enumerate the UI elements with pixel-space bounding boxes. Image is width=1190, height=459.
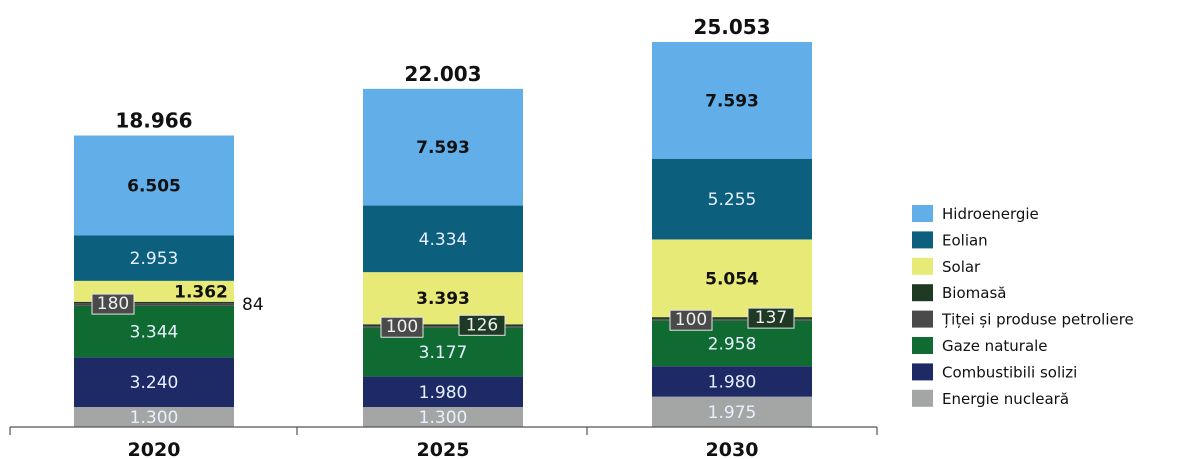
legend-label-biomasă: Biomasă: [942, 284, 1006, 302]
bar-label-2025-titei: 100: [386, 317, 418, 337]
bar-2020-biomasă: [74, 301, 234, 304]
bar-2030-țiței-și-produse-petroliere: [652, 319, 812, 321]
bar-2025-energie-nucleară: [363, 407, 523, 427]
legend-swatch-solar: [912, 257, 933, 275]
bar-label-2030-biomasa: 137: [755, 308, 787, 328]
bar-label-2020-titei: 180: [97, 294, 129, 314]
bar-label-2025-combustibili-solizi: 1.980: [419, 383, 468, 403]
legend-label-solar: Solar: [942, 258, 981, 276]
legend: Hidroenergie Eolian Solar Biomasă Țiței și p…: [912, 205, 1134, 408]
total-label-2030: 25.053: [693, 15, 770, 39]
legend-label-combustibili-solizi: Combustibili solizi: [942, 363, 1077, 381]
bar-label-2025-eolian: 4.334: [419, 230, 468, 250]
bar-label-2025-biomasa: 126: [466, 315, 498, 335]
bar-label-2025-gaze-naturale: 3.177: [419, 343, 468, 363]
bar-label-2025-energie-nucleară: 1.300: [419, 408, 468, 428]
legend-swatch-eolian: [912, 231, 933, 249]
bar-2020-hidroenergie: [74, 135, 234, 236]
bar-label-2030-titei: 100: [675, 310, 707, 330]
bar-label-2020-biomasa: 84: [242, 295, 264, 315]
bar-2025-biomasă: [363, 324, 523, 327]
x-tick-label-2025: 2025: [417, 439, 470, 459]
legend-label-gaze-naturale: Gaze naturale: [942, 337, 1048, 355]
bar-2025-eolian: [363, 205, 523, 273]
bar-label-2030-solar: 5.054: [705, 269, 759, 289]
bar-2020-eolian: [74, 235, 234, 281]
bar-label-2025-solar: 3.393: [416, 289, 470, 309]
bar-label-2020-gaze-naturale: 3.344: [130, 323, 179, 343]
x-tick-label-2020: 2020: [128, 439, 181, 459]
legend-label-hidroenergie: Hidroenergie: [942, 205, 1039, 223]
bar-label-box-2030-titei: [669, 309, 713, 331]
legend-swatch-hidroenergie: [912, 205, 933, 222]
bar-2030-solar: [652, 239, 812, 318]
total-label-2020: 18.966: [115, 109, 192, 133]
legend-swatch-energie-nucleară: [912, 389, 933, 407]
bar-2030-hidroenergie: [652, 42, 812, 159]
legend-swatch-țiței-și-produse-petroliere: [912, 310, 933, 328]
bar-label-box-2020-titei: [91, 293, 135, 315]
bar-2025-țiței-și-produse-petroliere: [363, 326, 523, 328]
bar-2030-eolian: [652, 158, 812, 240]
bar-label-box-2025-titei: [380, 316, 424, 338]
bar-label-2020-eolian: 2.953: [130, 249, 179, 269]
bar-2020-energie-nucleară: [74, 407, 234, 427]
legend-label-eolian: Eolian: [942, 231, 988, 249]
legend-swatch-gaze-naturale: [912, 337, 933, 354]
bar-label-2030-gaze-naturale: 2.958: [708, 334, 757, 354]
bar-2030-energie-nucleară: [652, 396, 812, 427]
x-tick-label-2030: 2030: [706, 439, 759, 459]
bar-label-box-2030-biomasa: [747, 307, 795, 329]
x-axis: 2020 2025 2030: [9, 426, 878, 459]
bar-label-box-2025-biomasa: [458, 314, 506, 336]
bar-2020-țiței-și-produse-petroliere: [74, 303, 234, 306]
total-label-2025: 22.003: [404, 62, 481, 86]
bar-2025-hidroenergie: [363, 88, 523, 206]
bar-label-2030-hidroenergie: 7.593: [705, 91, 759, 111]
bar-label-2020-combustibili-solizi: 3.240: [130, 373, 179, 393]
bar-label-2025-hidroenergie: 7.593: [416, 138, 470, 158]
legend-label-țiței-și-produse-petroliere: Țiței și produse petroliere: [941, 311, 1134, 329]
bar-label-2020-energie-nucleară: 1.300: [130, 408, 179, 428]
legend-swatch-biomasă: [912, 284, 933, 302]
bar-label-2020-solar: 1.362: [174, 282, 228, 302]
bar-2030-biomasă: [652, 317, 812, 320]
bar-2020-combustibili-solizi: [74, 357, 234, 408]
bar-label-2030-energie-nucleară: 1.975: [708, 403, 757, 423]
bar-label-2020-hidroenergie: 6.505: [127, 176, 181, 196]
bar-2025-combustibili-solizi: [363, 376, 523, 408]
legend-label-energie-nucleară: Energie nucleară: [942, 390, 1069, 408]
bar-label-2030-combustibili-solizi: 1.980: [708, 372, 757, 392]
legend-swatch-combustibili-solizi: [912, 363, 933, 381]
bar-2030-combustibili-solizi: [652, 366, 812, 397]
bar-label-2030-eolian: 5.255: [708, 190, 757, 210]
